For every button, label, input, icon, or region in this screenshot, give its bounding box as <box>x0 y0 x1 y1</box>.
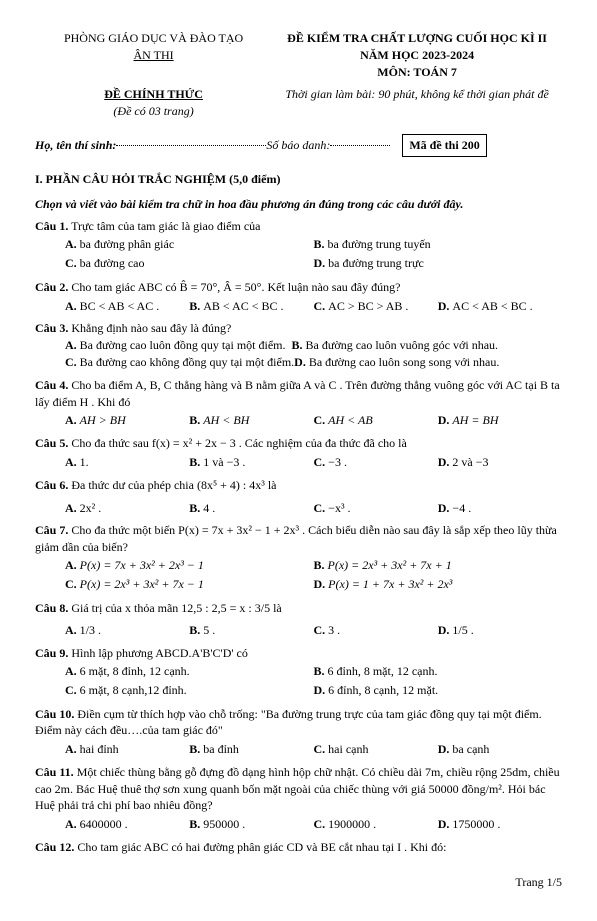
q9-text: Hình lập phương ABCD.A'B'C'D' có <box>71 646 248 660</box>
q6-text: Đa thức dư của phép chia (8x⁵ + 4) : 4x³… <box>71 478 276 492</box>
question-5: Câu 5. Cho đa thức sau f(x) = x² + 2x − … <box>35 435 562 471</box>
name-field <box>116 145 266 146</box>
q6-opt-a: A. 2x² . <box>65 500 189 517</box>
q10-opt-c: C. hai cạnh <box>314 741 438 758</box>
instruction: Chọn và viết vào bài kiểm tra chữ in hoa… <box>35 196 562 213</box>
header: PHÒNG GIÁO DỤC VÀ ĐÀO TẠO ÂN THI ĐỀ KIỂM… <box>35 30 562 80</box>
question-1: Câu 1. Trực tâm của tam giác là giao điể… <box>35 218 562 272</box>
q5-text: Cho đa thức sau f(x) = x² + 2x − 3 . Các… <box>71 436 406 450</box>
q7-opt-b: B. P(x) = 2x³ + 3x² + 7x + 1 <box>314 557 563 574</box>
q1-opt-d: D. ba đường trung trực <box>314 255 563 272</box>
q5-opt-b: B. 1 và −3 . <box>189 454 313 471</box>
q4-opt-b: B. AH < BH <box>189 412 313 429</box>
q10-text: Điền cụm từ thích hợp vào chỗ trống: "Ba… <box>35 707 542 738</box>
q8-opt-c: C. 3 . <box>314 622 438 639</box>
q6-opt-c: C. −x³ . <box>314 500 438 517</box>
q11-label: Câu 11. <box>35 765 74 779</box>
id-field <box>330 145 390 146</box>
q10-opt-b: B. ba đỉnh <box>189 741 313 758</box>
q7-opt-a: A. P(x) = 7x + 3x² + 2x³ − 1 <box>65 557 314 574</box>
q4-text: Cho ba điểm A, B, C thẳng hàng và B nằm … <box>35 378 560 409</box>
q3-label: Câu 3. <box>35 321 68 335</box>
q6-opt-b: B. 4 . <box>189 500 313 517</box>
q11-opt-c: C. 1900000 . <box>314 816 438 833</box>
q10-label: Câu 10. <box>35 707 74 721</box>
q11-text: Một chiếc thùng bằng gỗ đựng đồ dạng hìn… <box>35 765 560 813</box>
q12-label: Câu 12. <box>35 840 74 854</box>
q2-opt-a: A. BC < AB < AC . <box>65 298 189 315</box>
exam-subject: MÔN: TOÁN 7 <box>272 64 562 81</box>
q2-opt-c: C. AC > BC > AB . <box>314 298 438 315</box>
q8-label: Câu 8. <box>35 601 68 615</box>
q1-opt-c: C. ba đường cao <box>65 255 314 272</box>
question-10: Câu 10. Điền cụm từ thích hợp vào chỗ tr… <box>35 706 562 758</box>
q5-opt-a: A. 1. <box>65 454 189 471</box>
q8-opt-d: D. 1/5 . <box>438 622 562 639</box>
q11-opt-d: D. 1750000 . <box>438 816 562 833</box>
q8-text: Giá trị của x thỏa mãn 12,5 : 2,5 = x : … <box>71 601 281 615</box>
q9-opt-b: B. 6 đỉnh, 8 mặt, 12 cạnh. <box>314 663 563 680</box>
exam-title: ĐỀ KIỂM TRA CHẤT LƯỢNG CUỐI HỌC KÌ II <box>272 30 562 47</box>
q1-opt-b: B. ba đường trung tuyến <box>314 236 563 253</box>
q10-opt-d: D. ba cạnh <box>438 741 562 758</box>
q5-opt-c: C. −3 . <box>314 454 438 471</box>
header-row2-left: ĐỀ CHÍNH THỨC (Đề có 03 trang) <box>35 86 272 120</box>
q3-opt-a: A. Ba đường cao luôn đồng quy tại một đi… <box>65 337 562 354</box>
q12-text: Cho tam giác ABC có hai đường phân giác … <box>77 840 446 854</box>
q1-opt-a: A. ba đường phân giác <box>65 236 314 253</box>
district: ÂN THI <box>35 47 272 64</box>
q5-label: Câu 5. <box>35 436 68 450</box>
question-11: Câu 11. Một chiếc thùng bằng gỗ đựng đồ … <box>35 764 562 833</box>
q3-opt-c: C. Ba đường cao không đồng quy tại một đ… <box>65 354 562 371</box>
section-title: I. PHẦN CÂU HỎI TRẮC NGHIỆM (5,0 điểm) <box>35 171 562 188</box>
q2-text: Cho tam giác ABC có B̂ = 70°, Â = 50°. K… <box>71 280 400 294</box>
q11-opt-b: B. 950000 . <box>189 816 313 833</box>
question-9: Câu 9. Hình lập phương ABCD.A'B'C'D' có … <box>35 645 562 699</box>
id-label: Số báo danh: <box>266 137 330 154</box>
q4-opt-c: C. AH < AB <box>314 412 438 429</box>
question-3: Câu 3. Khẳng định nào sau đây là đúng? A… <box>35 320 562 370</box>
question-6: Câu 6. Đa thức dư của phép chia (8x⁵ + 4… <box>35 477 562 517</box>
header-left: PHÒNG GIÁO DỤC VÀ ĐÀO TẠO ÂN THI <box>35 30 272 80</box>
name-label: Họ, tên thí sinh: <box>35 137 116 154</box>
q8-opt-a: A. 1/3 . <box>65 622 189 639</box>
header-row2: ĐỀ CHÍNH THỨC (Đề có 03 trang) Thời gian… <box>35 86 562 120</box>
pages: (Đề có 03 trang) <box>35 103 272 120</box>
official: ĐỀ CHÍNH THỨC <box>35 86 272 103</box>
q9-opt-a: A. 6 mặt, 8 đỉnh, 12 cạnh. <box>65 663 314 680</box>
q6-opt-d: D. −4 . <box>438 500 562 517</box>
q9-label: Câu 9. <box>35 646 68 660</box>
page-footer: Trang 1/5 <box>35 874 562 891</box>
question-4: Câu 4. Cho ba điểm A, B, C thẳng hàng và… <box>35 377 562 429</box>
dept: PHÒNG GIÁO DỤC VÀ ĐÀO TẠO <box>35 30 272 47</box>
q7-opt-d: D. P(x) = 1 + 7x + 3x² + 2x³ <box>314 576 563 593</box>
q5-opt-d: D. 2 và −3 <box>438 454 562 471</box>
q4-opt-a: A. AH > BH <box>65 412 189 429</box>
q4-opt-d: D. AH = BH <box>438 412 562 429</box>
header-right: ĐỀ KIỂM TRA CHẤT LƯỢNG CUỐI HỌC KÌ II NĂ… <box>272 30 562 80</box>
q11-opt-a: A. 6400000 . <box>65 816 189 833</box>
q10-opt-a: A. hai đỉnh <box>65 741 189 758</box>
q4-label: Câu 4. <box>35 378 68 392</box>
question-7: Câu 7. Cho đa thức một biến P(x) = 7x + … <box>35 522 562 593</box>
q1-text: Trực tâm của tam giác là giao điểm của <box>71 219 260 233</box>
q7-opt-c: C. P(x) = 2x³ + 3x² + 7x − 1 <box>65 576 314 593</box>
exam-code: Mã đề thi 200 <box>402 134 486 157</box>
exam-year: NĂM HỌC 2023-2024 <box>272 47 562 64</box>
exam-time: Thời gian làm bài: 90 phút, không kể thờ… <box>272 86 562 120</box>
q3-text: Khẳng định nào sau đây là đúng? <box>71 321 231 335</box>
q9-opt-d: D. 6 đỉnh, 8 cạnh, 12 mặt. <box>314 682 563 699</box>
question-2: Câu 2. Cho tam giác ABC có B̂ = 70°, Â =… <box>35 279 562 315</box>
q1-label: Câu 1. <box>35 219 68 233</box>
q2-opt-d: D. AC < AB < BC . <box>438 298 562 315</box>
q9-opt-c: C. 6 mặt, 8 cạnh,12 đỉnh. <box>65 682 314 699</box>
q2-opt-b: B. AB < AC < BC . <box>189 298 313 315</box>
q8-opt-b: B. 5 . <box>189 622 313 639</box>
q2-label: Câu 2. <box>35 280 68 294</box>
q6-label: Câu 6. <box>35 478 68 492</box>
q7-label: Câu 7. <box>35 523 68 537</box>
q7-text: Cho đa thức một biến P(x) = 7x + 3x² − 1… <box>35 523 557 554</box>
student-row: Họ, tên thí sinh: Số báo danh: Mã đề thi… <box>35 134 562 157</box>
question-8: Câu 8. Giá trị của x thỏa mãn 12,5 : 2,5… <box>35 600 562 640</box>
